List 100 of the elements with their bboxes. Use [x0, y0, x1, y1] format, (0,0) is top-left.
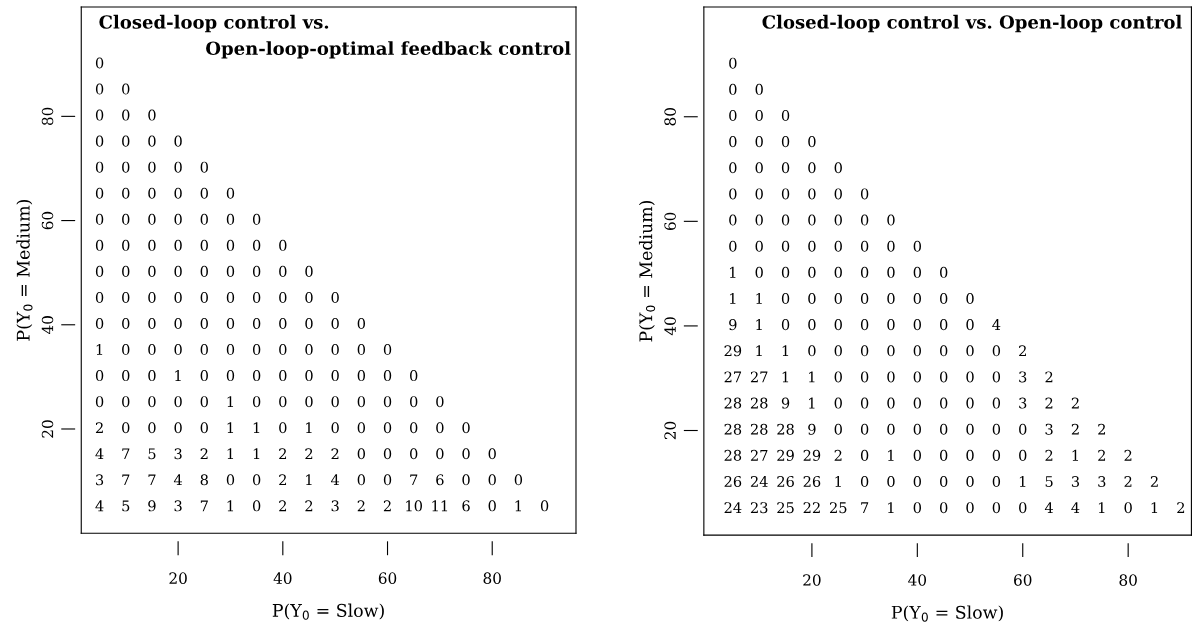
- data-label: 2: [1124, 449, 1132, 461]
- data-label: 0: [122, 370, 130, 382]
- data-label: 0: [834, 214, 842, 226]
- data-label: 0: [174, 396, 182, 408]
- data-label: 1: [515, 500, 521, 512]
- data-label: 1: [888, 502, 894, 513]
- data-label: 0: [174, 135, 182, 147]
- data-label: 0: [305, 370, 313, 382]
- data-label: 1: [756, 292, 762, 304]
- data-label: 0: [252, 213, 261, 225]
- data-label: 8: [200, 474, 208, 486]
- data-label: 26: [724, 476, 742, 488]
- data-label: 0: [887, 319, 895, 331]
- data-label: 22: [803, 502, 820, 513]
- data-label: 0: [174, 317, 182, 330]
- data-label: 0: [226, 344, 235, 356]
- data-label: 0: [174, 161, 182, 173]
- data-label: 5: [1045, 476, 1053, 488]
- data-label: 2: [200, 448, 208, 460]
- data-label: 0: [729, 162, 737, 174]
- x-tick-label: 80: [483, 572, 501, 584]
- data-label: 0: [357, 317, 366, 330]
- data-label: 1: [175, 370, 181, 381]
- y-tick-label: 20: [41, 420, 54, 438]
- data-label: 0: [200, 213, 208, 225]
- data-label: 3: [174, 500, 182, 512]
- data-label: 0: [148, 317, 156, 330]
- data-label: 0: [966, 397, 974, 409]
- data-label: 0: [860, 449, 869, 461]
- data-label: 29: [777, 449, 794, 461]
- y-tick-label: 40: [41, 316, 54, 335]
- x-tick-label: 60: [378, 572, 397, 584]
- data-label: 0: [95, 187, 104, 199]
- data-label: 0: [755, 188, 763, 200]
- data-label: 3: [1019, 397, 1027, 409]
- data-label: 0: [729, 136, 737, 148]
- data-label: 0: [966, 502, 974, 514]
- data-label: 5: [148, 448, 156, 460]
- data-label: 0: [383, 422, 392, 434]
- data-label: 2: [357, 500, 365, 512]
- data-label: 0: [148, 396, 156, 408]
- data-label: 0: [200, 422, 208, 434]
- data-label: 0: [808, 319, 816, 331]
- data-label: 0: [808, 136, 816, 148]
- data-label: 3: [1098, 476, 1106, 488]
- data-label: 23: [750, 502, 768, 514]
- data-label: 0: [148, 135, 156, 147]
- y-tick-label: 60: [664, 212, 676, 231]
- data-label: 0: [729, 214, 737, 226]
- data-label: 2: [1150, 476, 1158, 487]
- data-label: 0: [148, 265, 156, 277]
- data-label: 0: [887, 423, 895, 435]
- y-axis-title: P(Y$_{0}$ = Medium): [16, 199, 33, 341]
- data-label: 0: [279, 317, 287, 330]
- data-label: 0: [122, 187, 130, 199]
- data-label: 0: [913, 292, 921, 305]
- data-label: 1: [227, 500, 234, 512]
- data-label: 0: [729, 240, 737, 252]
- data-label: 0: [148, 344, 156, 356]
- data-label: 1: [835, 476, 841, 487]
- data-label: 9: [808, 423, 816, 435]
- data-label: 0: [226, 370, 235, 382]
- data-label: 0: [808, 188, 816, 200]
- data-label: 0: [834, 240, 842, 252]
- data-label: 0: [200, 187, 208, 199]
- data-label: 27: [750, 371, 768, 383]
- data-label: 0: [966, 292, 974, 305]
- data-label: 10: [406, 500, 423, 512]
- data-label: 0: [122, 344, 130, 356]
- data-label: 0: [200, 239, 208, 251]
- data-label: 0: [252, 344, 261, 356]
- data-label: 0: [95, 317, 104, 330]
- data-label: 0: [940, 345, 948, 357]
- data-label: 0: [887, 397, 895, 409]
- data-label: 2: [1045, 371, 1053, 383]
- data-label: 0: [966, 319, 974, 331]
- data-label: 28: [750, 397, 768, 409]
- data-label: 0: [148, 422, 156, 434]
- x-axis-title: P(Y$_{0}$ = Slow): [272, 603, 384, 620]
- data-label: 4: [330, 474, 340, 486]
- data-label: 0: [488, 448, 496, 460]
- data-label: 0: [95, 109, 104, 121]
- data-label: 0: [174, 239, 182, 251]
- data-label: 0: [252, 265, 261, 277]
- data-label: 0: [148, 213, 156, 225]
- data-label: 29: [724, 345, 742, 357]
- data-label: 0: [860, 266, 869, 278]
- data-label: 0: [122, 291, 130, 303]
- data-label: 0: [860, 476, 869, 488]
- data-label: 3: [1045, 423, 1053, 435]
- data-label: 0: [95, 291, 104, 303]
- data-label: 0: [279, 291, 287, 303]
- data-label: 0: [992, 345, 1001, 357]
- data-label: 4: [173, 474, 183, 486]
- data-label: 0: [992, 502, 1001, 514]
- data-label: 0: [781, 214, 790, 226]
- data-label: 0: [95, 83, 104, 95]
- data-label: 7: [200, 500, 208, 512]
- data-label: 28: [724, 449, 742, 461]
- data-label: 0: [992, 476, 1001, 488]
